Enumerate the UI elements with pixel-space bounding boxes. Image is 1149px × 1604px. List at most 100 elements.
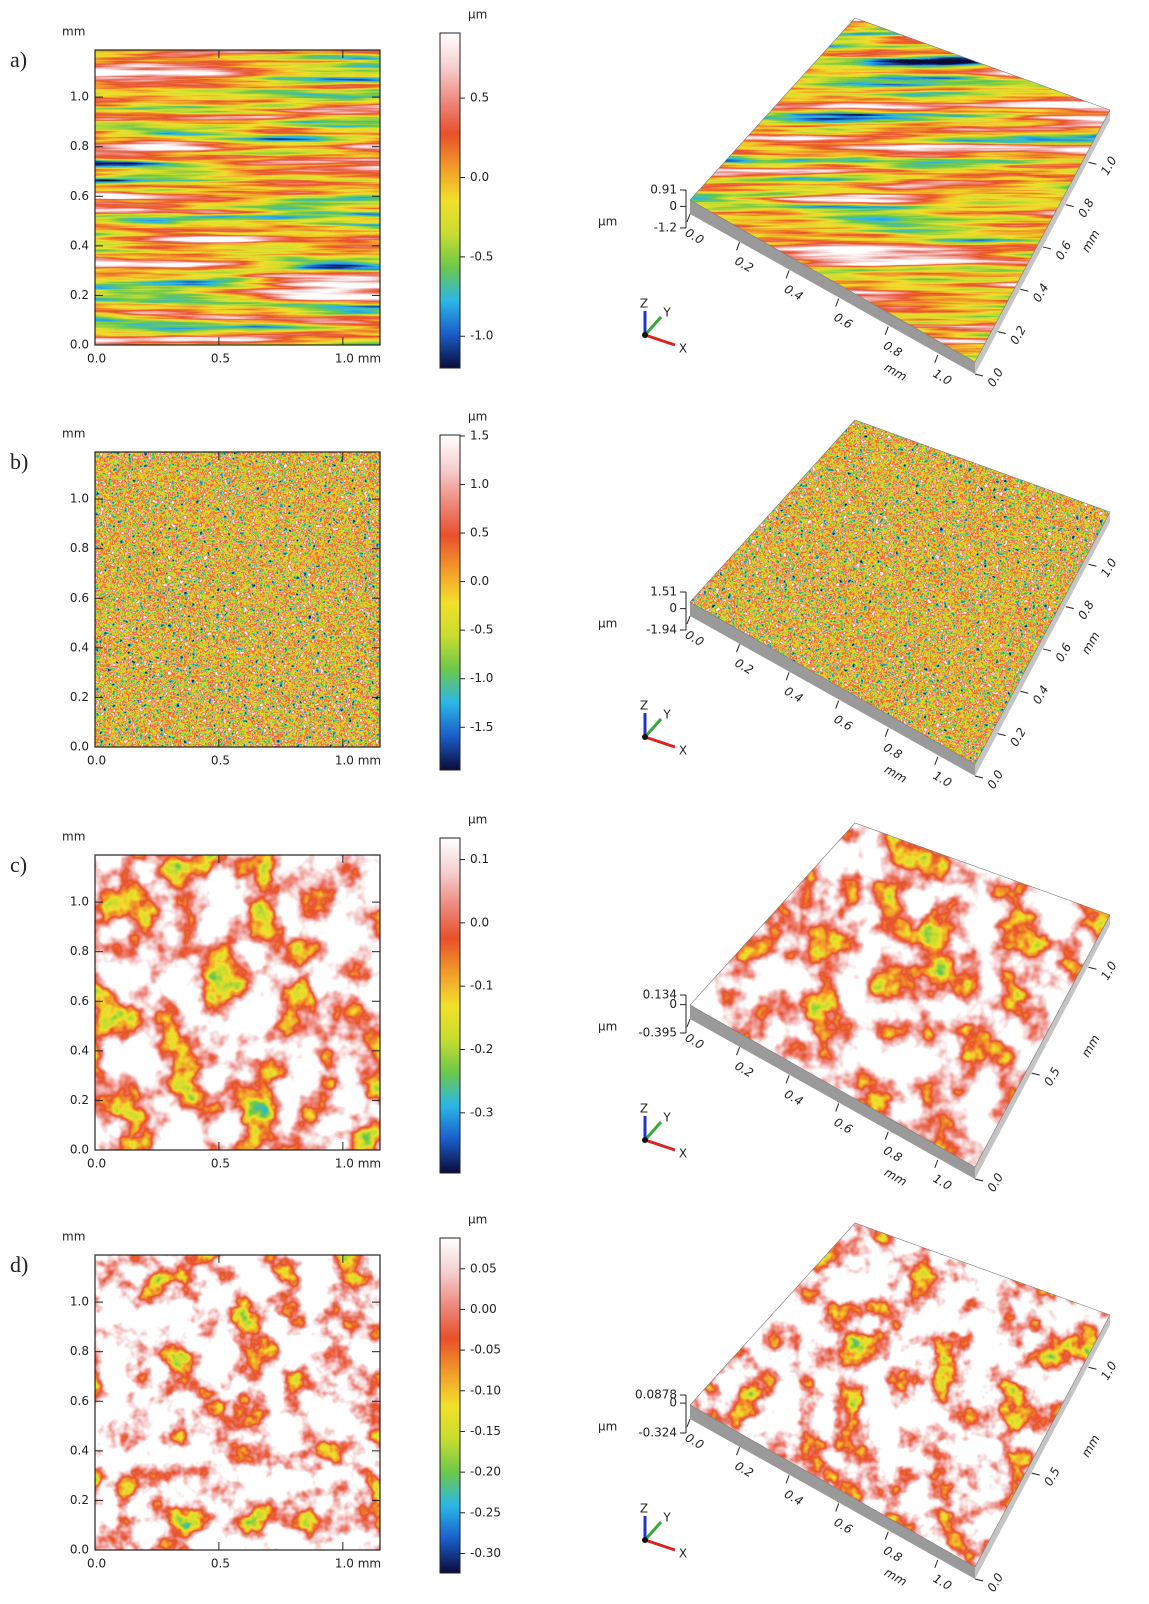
y-tick bbox=[1065, 606, 1074, 610]
colorbar-label: µm bbox=[468, 8, 487, 22]
colorbar-tick-label: 0.5 bbox=[470, 91, 489, 105]
x-tick bbox=[785, 1075, 790, 1084]
colorbar-tick-label: 0.00 bbox=[470, 1302, 497, 1316]
z-tick-label: -0.395 bbox=[638, 1026, 677, 1040]
y-tick bbox=[1088, 966, 1097, 970]
z-axis-label: µm bbox=[598, 215, 617, 229]
colorbar-tick-label: -0.30 bbox=[470, 1546, 501, 1560]
x-tick-label: 0.8 bbox=[881, 740, 905, 762]
surface-outline bbox=[689, 822, 1111, 1168]
z-tick-label: 0 bbox=[669, 601, 677, 615]
y-tick-label: 0.4 bbox=[70, 1043, 89, 1057]
y-tick-label: 0.6 bbox=[1053, 238, 1075, 262]
colorbar-tick-label: -0.05 bbox=[470, 1343, 501, 1357]
panel-label: a) bbox=[10, 47, 27, 72]
panel-label: b) bbox=[10, 449, 28, 474]
triad-x bbox=[644, 333, 676, 347]
x-tick-label: 0.0 bbox=[87, 1157, 106, 1171]
panel-label: c) bbox=[10, 852, 27, 877]
x-tick-label: 0.0 bbox=[87, 1557, 106, 1571]
y-tick-label: 0.8 bbox=[70, 944, 89, 958]
plot-frame bbox=[94, 854, 381, 1151]
y-tick-label: 1.0 bbox=[70, 90, 89, 104]
colorbar-tick-label: 0.0 bbox=[470, 170, 489, 184]
surface-wall bbox=[690, 1405, 975, 1579]
y-tick bbox=[1088, 563, 1097, 567]
x-tick-label: 0.2 bbox=[732, 254, 756, 276]
y-tick-label: 1.0 bbox=[1098, 154, 1120, 178]
x-tick bbox=[785, 672, 790, 681]
x-tick-label: 0.8 bbox=[881, 1143, 905, 1165]
y-tick-label: 1.0 bbox=[70, 895, 89, 909]
colorbar-tick-label: -1.0 bbox=[470, 329, 493, 343]
x-tick bbox=[835, 1103, 840, 1112]
x-tick-label: 0.0 bbox=[683, 226, 707, 248]
z-axis-label: µm bbox=[598, 617, 617, 631]
colorbar-label: µm bbox=[468, 410, 487, 424]
surface-outline bbox=[689, 419, 1111, 765]
y-tick-label: 0.6 bbox=[70, 591, 89, 605]
triad-label: Y bbox=[662, 1511, 671, 1525]
x-tick bbox=[736, 643, 741, 653]
triad-label: Z bbox=[640, 297, 648, 311]
surface-wall bbox=[975, 1315, 1110, 1579]
y-tick bbox=[974, 1578, 984, 1582]
surface-top bbox=[690, 420, 1110, 764]
x-tick-label: 1.0 bbox=[931, 768, 955, 790]
y-tick-label: 1.0 bbox=[1098, 556, 1120, 580]
colorbar-tick-label: -0.1 bbox=[470, 979, 493, 993]
x-tick-label: 0.0 bbox=[683, 1031, 707, 1053]
height-map bbox=[95, 1255, 380, 1550]
x-tick-label: 0.2 bbox=[732, 1059, 756, 1081]
x-tick-label: 0.2 bbox=[732, 1459, 756, 1481]
triad-x bbox=[644, 735, 676, 749]
z-tick-label: -0.324 bbox=[638, 1426, 677, 1440]
x-tick-label: 0.0 bbox=[87, 352, 106, 366]
surface-wall bbox=[690, 602, 975, 776]
height-map bbox=[95, 855, 380, 1150]
colorbar bbox=[439, 837, 461, 1174]
y-tick-label: 0.2 bbox=[70, 1493, 89, 1507]
y-tick-label: 0.4 bbox=[1030, 683, 1052, 707]
surface-outline bbox=[689, 1222, 1111, 1568]
x-tick-label: 0.0 bbox=[683, 628, 707, 650]
x-tick bbox=[934, 756, 939, 766]
x-tick-label: 0.6 bbox=[831, 712, 855, 734]
x-tick bbox=[835, 298, 840, 307]
y-tick-label: 0.4 bbox=[70, 238, 89, 252]
x-tick bbox=[884, 326, 889, 335]
y-tick-label: 0.6 bbox=[70, 189, 89, 203]
y-tick-label: 0.8 bbox=[70, 541, 89, 555]
surface-wall bbox=[975, 110, 1110, 374]
colorbar-tick-label: 0.5 bbox=[470, 526, 489, 540]
triad-label: X bbox=[679, 1147, 687, 1161]
colorbar-label: µm bbox=[468, 813, 487, 827]
x-tick-label: 0.6 bbox=[831, 1115, 855, 1137]
x-tick-label: 0.4 bbox=[782, 282, 806, 304]
x-tick bbox=[934, 354, 939, 364]
y-axis-label: mm bbox=[1079, 227, 1103, 254]
x-tick-label: 1.0 mm bbox=[335, 1157, 381, 1171]
y-tick bbox=[1042, 648, 1052, 652]
y-tick-label: 0.4 bbox=[70, 1443, 89, 1457]
colorbar-tick-label: 1.0 bbox=[470, 477, 489, 491]
y-tick bbox=[1020, 690, 1029, 694]
surface-top bbox=[690, 1223, 1110, 1567]
triad-origin bbox=[642, 1537, 648, 1543]
colorbar-tick-label: -1.5 bbox=[470, 720, 493, 734]
surface-wall bbox=[975, 915, 1110, 1179]
x-tick-label: 1.0 bbox=[931, 366, 955, 388]
colorbar-tick-label: -0.10 bbox=[470, 1383, 501, 1397]
colorbar-tick-label: -0.3 bbox=[470, 1105, 493, 1119]
colorbar-tick-label: -0.20 bbox=[470, 1465, 501, 1479]
triad-y bbox=[643, 1521, 663, 1541]
colorbar-tick-label: -1.0 bbox=[470, 671, 493, 685]
colorbar-tick-label: -0.25 bbox=[470, 1505, 501, 1519]
z-tick-label: 0.91 bbox=[650, 183, 677, 197]
x-tick-label: 0.5 bbox=[211, 352, 230, 366]
